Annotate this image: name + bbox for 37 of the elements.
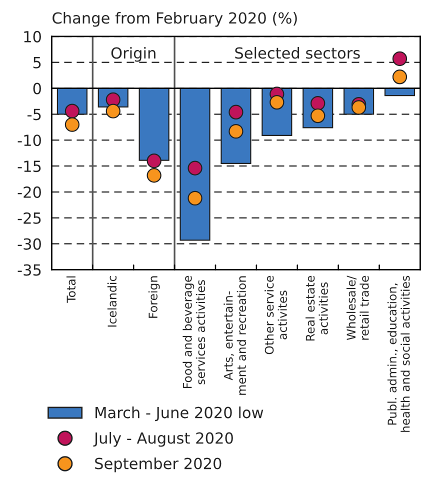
annotation: Origin: [111, 46, 156, 62]
point: [64, 117, 80, 132]
y-tick-label: 0: [33, 82, 41, 94]
y-tick-label: -30: [18, 238, 41, 250]
point: [146, 154, 162, 168]
x-tick-label: Wholesale/ retail trade: [346, 276, 369, 340]
x-tick-label: Foreign: [148, 276, 160, 318]
y-tick-label: 5: [33, 57, 41, 68]
y-tick-label: -25: [18, 212, 41, 224]
y-tick-label: -15: [18, 160, 41, 172]
x-tick-label: Icelandic: [107, 276, 117, 327]
point: [106, 104, 120, 118]
point: [228, 124, 244, 139]
x-tick-label: Food and beverage services activities: [182, 276, 206, 388]
legend-label: March - June 2020 low: [96, 406, 264, 422]
y-tick-label: -5: [28, 108, 41, 120]
point: [392, 70, 408, 84]
legend-label: July - August 2020: [93, 432, 233, 447]
x-tick-label: Other service activites: [264, 276, 287, 354]
chart-title: Change from February 2020 (%): [52, 12, 297, 27]
legend-label: September 2020: [95, 457, 222, 472]
x-tick-label: Publ. admin., education, health and social activities: [387, 276, 410, 432]
x-tick-label: Total: [66, 276, 76, 303]
point: [188, 190, 202, 206]
point: [188, 160, 202, 176]
point: [64, 104, 80, 118]
y-tick-label: -10: [18, 134, 41, 146]
y-tick-label: 10: [24, 30, 41, 42]
x-tick-label: Arts, entertain- ment and recreation: [224, 276, 246, 395]
point: [392, 51, 408, 66]
point: [228, 104, 244, 120]
x-tick-label: Real estate activities: [306, 276, 328, 340]
y-tick-label: -20: [18, 186, 41, 198]
y-tick-label: -35: [18, 264, 41, 276]
point: [270, 94, 284, 110]
point: [146, 168, 162, 183]
annotation: Selected sectors: [235, 46, 360, 59]
